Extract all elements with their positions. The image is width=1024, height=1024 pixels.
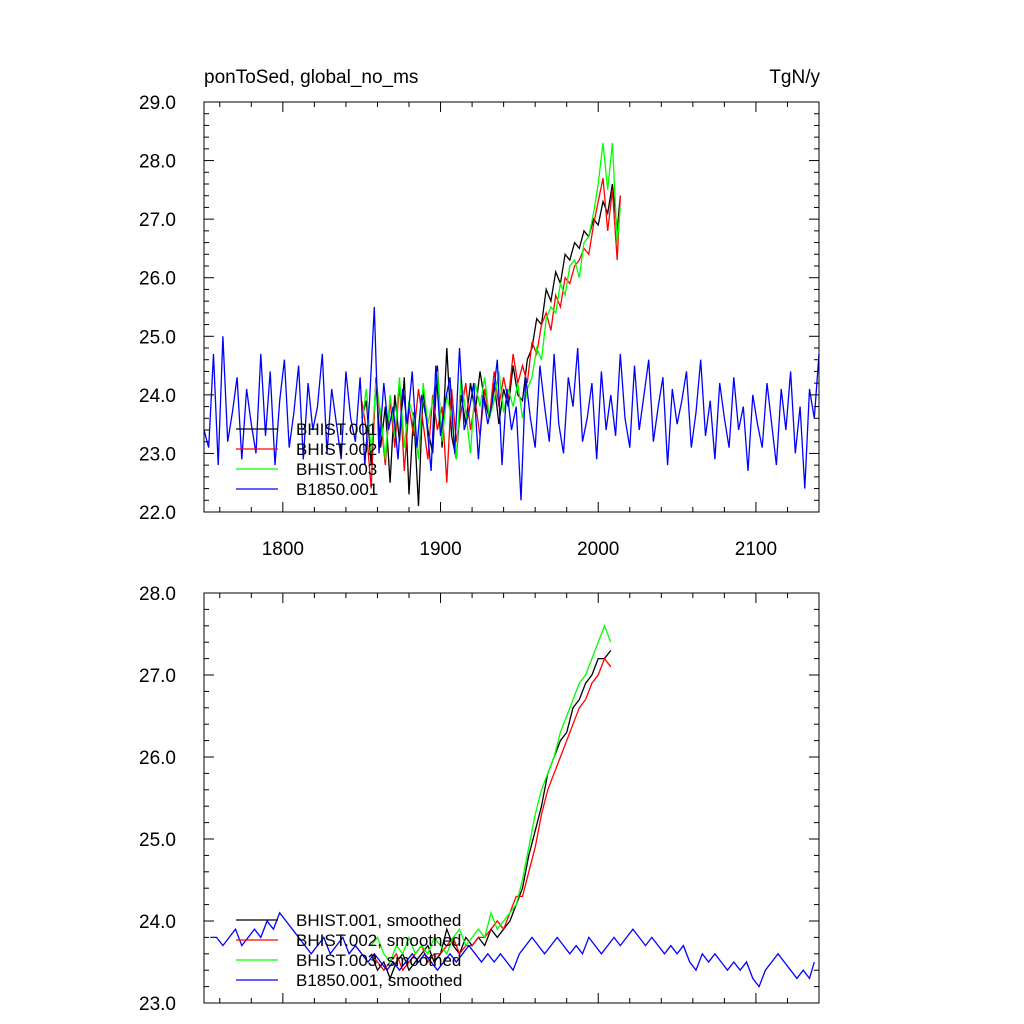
bottom-panel-series xyxy=(210,623,815,988)
legend-label: BHIST.001 xyxy=(296,420,377,439)
y-tick-label: 25.0 xyxy=(139,830,176,851)
series-line-bhist-002 xyxy=(361,177,621,489)
legend-label: BHIST.001, smoothed xyxy=(296,911,461,930)
series-line-bhist-003-smoothed xyxy=(370,623,612,964)
x-tick-label: 1800 xyxy=(262,539,304,560)
top-panel-ticks: 1800 1900 2000 2100 22.0 23.0 24.0 25.0 26.0 27.0… xyxy=(139,93,820,560)
bottom-panel-frame xyxy=(203,592,820,1004)
legend-label: BHIST.002, smoothed xyxy=(296,931,461,950)
y-tick-label: 24.0 xyxy=(139,912,176,933)
series-line-bhist-002-smoothed xyxy=(370,657,612,972)
legend-label: B1850.001, smoothed xyxy=(296,971,462,990)
x-tick-label: 1900 xyxy=(419,539,461,560)
series-line-bhist-003 xyxy=(361,142,621,460)
series-line-b1850-001 xyxy=(203,306,820,501)
y-tick-label: 22.0 xyxy=(139,503,176,524)
y-tick-label: 23.0 xyxy=(139,444,176,465)
series-line-bhist-001 xyxy=(361,183,621,507)
legend-label: BHIST.003 xyxy=(296,460,377,479)
top-panel-frame xyxy=(203,101,820,513)
y-tick-label: 23.0 xyxy=(139,994,176,1015)
bottom-panel-ticks: 23.0 24.0 25.0 26.0 27.0 28.0 xyxy=(139,584,820,1015)
y-tick-label: 26.0 xyxy=(139,748,176,769)
x-tick-label: 2000 xyxy=(577,539,619,560)
header-left-title: ponToSed, global_no_ms xyxy=(204,67,418,88)
top-panel: 1800 1900 2000 2100 22.0 23.0 24.0 25.0 26.0 27.0… xyxy=(139,93,820,560)
series-line-b1850-001-smoothed xyxy=(210,911,815,988)
top-panel-series xyxy=(203,142,820,507)
y-tick-label: 24.0 xyxy=(139,386,176,407)
legend-label: B1850.001 xyxy=(296,480,378,499)
y-tick-label: 26.0 xyxy=(139,269,176,290)
legend-label: BHIST.002 xyxy=(296,440,377,459)
y-tick-label: 25.0 xyxy=(139,327,176,348)
y-tick-label: 29.0 xyxy=(139,93,176,114)
y-tick-label: 27.0 xyxy=(139,666,176,687)
legend-label: BHIST.003, smoothed xyxy=(296,951,461,970)
y-tick-label: 27.0 xyxy=(139,210,176,231)
y-tick-label: 28.0 xyxy=(139,584,176,605)
bottom-panel: 23.0 24.0 25.0 26.0 27.0 28.0 BHIST.001, smoo… xyxy=(139,584,820,1015)
x-tick-label: 2100 xyxy=(735,539,777,560)
y-tick-label: 28.0 xyxy=(139,152,176,173)
header-right-units: TgN/y xyxy=(769,67,820,88)
